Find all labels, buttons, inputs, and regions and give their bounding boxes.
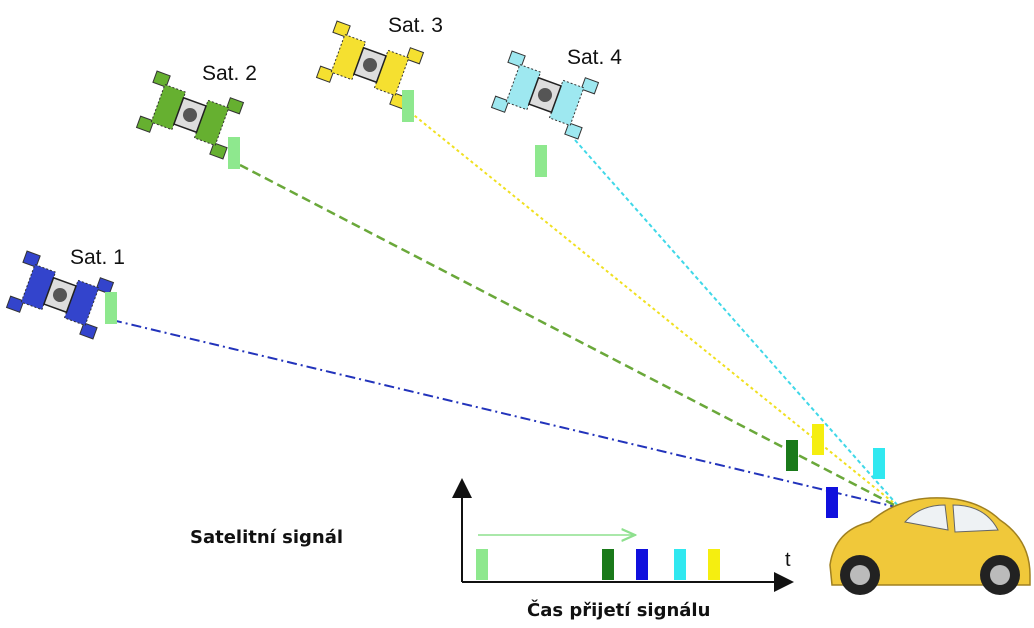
axis-label: t (785, 549, 791, 571)
pulse (535, 145, 547, 177)
satellite-label: Sat. 3 (388, 14, 443, 37)
satellite-label: Sat. 4 (567, 46, 622, 69)
signal-line (112, 320, 900, 508)
pulse (476, 549, 488, 580)
time-label: Čas přijetí signálu (527, 599, 710, 621)
signal-line (575, 140, 900, 508)
pulse (708, 549, 720, 580)
pulse (812, 424, 824, 455)
signal-line (410, 112, 900, 508)
pulse (402, 90, 414, 122)
diagram: Sat. 1 Sat. 2 Sat. 3 Sat. 4 t Satelitní … (0, 0, 1034, 628)
pulse (228, 137, 240, 169)
satellite-label: Sat. 2 (202, 62, 257, 85)
pulse (602, 549, 614, 580)
pulse (674, 549, 686, 580)
pulse (105, 292, 117, 324)
pulse (826, 487, 838, 518)
signal-line (240, 165, 900, 508)
satellite-label: Sat. 1 (70, 246, 125, 269)
pulse (636, 549, 648, 580)
pulse (786, 440, 798, 471)
car (830, 498, 1030, 595)
pulse (873, 448, 885, 479)
signal-label: Satelitní signál (190, 527, 343, 548)
